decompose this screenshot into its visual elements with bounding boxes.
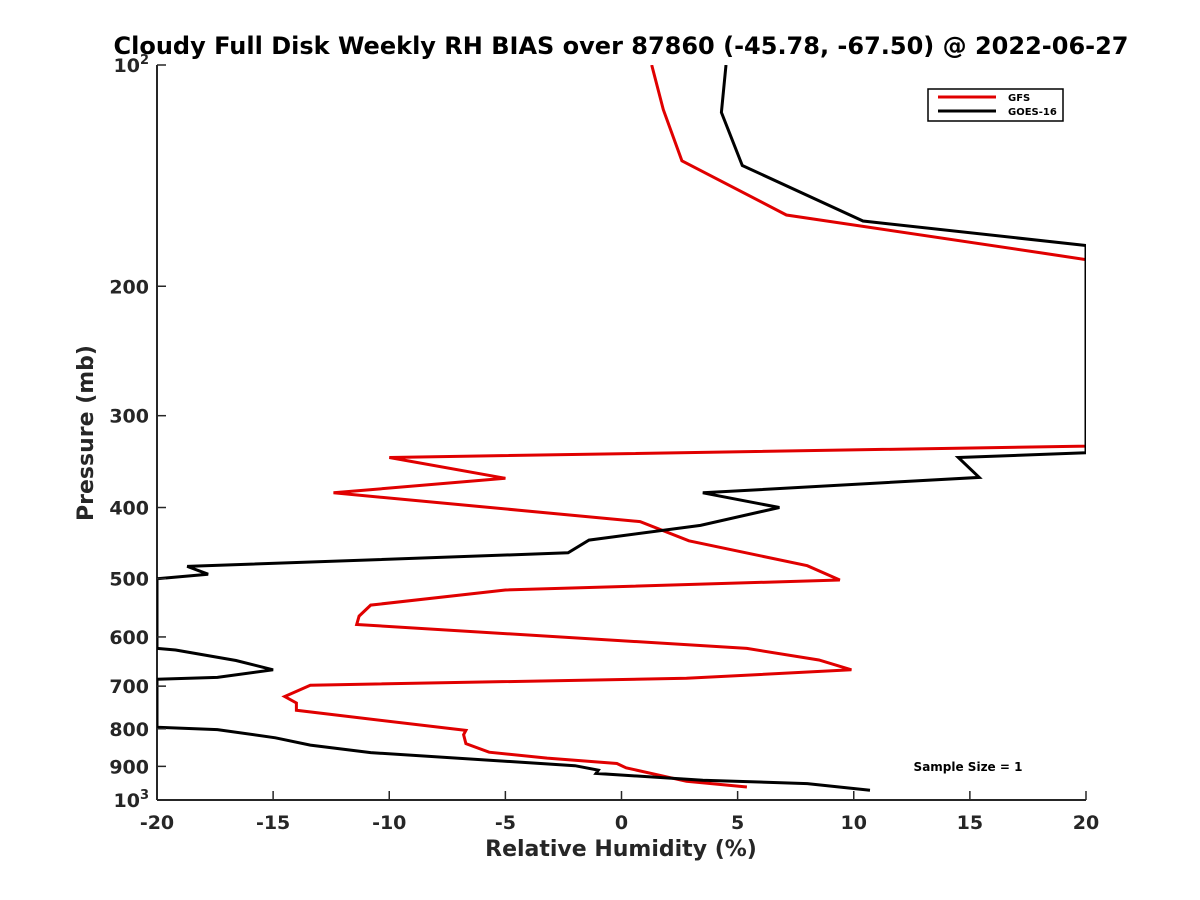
x-tick-label: 5 (731, 812, 744, 834)
x-tick-label: 0 (615, 812, 628, 834)
y-tick-label: 600 (109, 627, 149, 649)
tick-labels: -20 -15 -10 -5 0 5 10 15 20 102 200 300 400 500 600 700… (109, 53, 1099, 834)
series-layer (157, 65, 1086, 792)
y-tick-label: 900 (109, 756, 149, 778)
x-axis-label: Relative Humidity (%) (485, 837, 757, 862)
x-tick-label: 10 (841, 812, 867, 834)
series-line-gfs (281, 65, 1086, 789)
y-tick-label: 102 (114, 53, 150, 77)
y-tick-label: 400 (109, 498, 149, 520)
x-tick-label: -5 (495, 812, 516, 834)
legend-label: GFS (1008, 93, 1030, 104)
legend-box (927, 88, 1064, 122)
sample-size-annotation: Sample Size = 1 (914, 760, 1023, 774)
x-tick-label: -20 (140, 812, 174, 834)
x-tick-label: 20 (1073, 812, 1099, 834)
x-tick-label: 15 (957, 812, 983, 834)
y-tick-label: 800 (109, 719, 149, 741)
legend-label: GOES-16 (1008, 107, 1057, 118)
y-tick-label: 500 (109, 569, 149, 591)
y-tick-label: 103 (114, 788, 150, 812)
series-line-goes-16 (157, 65, 1086, 792)
x-tick-label: -15 (256, 812, 290, 834)
legend: GFS GOES-16 (927, 88, 1064, 122)
y-tick-label: 200 (109, 276, 149, 298)
chart-title: Cloudy Full Disk Weekly RH BIAS over 878… (114, 32, 1129, 60)
y-tick-label: 700 (109, 676, 149, 698)
x-tick-label: -10 (372, 812, 406, 834)
y-tick-label: 300 (109, 406, 149, 428)
y-axis-label: Pressure (mb) (74, 345, 99, 521)
